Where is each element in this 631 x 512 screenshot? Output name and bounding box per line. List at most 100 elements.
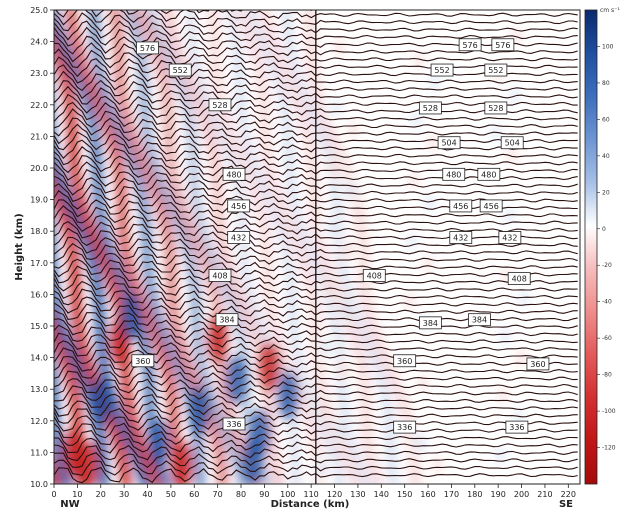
contour-label-box [442, 167, 466, 181]
contour-label-box [215, 313, 239, 327]
x-tick-label: 110 [304, 490, 319, 499]
contour-label: 576 [458, 38, 482, 52]
contour-label: 360 [393, 354, 417, 368]
weak-perturbation [321, 400, 330, 417]
wave-band [144, 10, 273, 484]
x-tick-label: 130 [350, 490, 365, 499]
colorbar-tick-label: -40 [602, 299, 612, 306]
contour-label-text: 480 [446, 170, 461, 179]
weak-perturbation [433, 457, 442, 474]
contour-label: 336 [505, 420, 529, 434]
wave-band [54, 462, 63, 484]
contour-label-text: 504 [505, 139, 520, 148]
y-axis: 10.0 11.0 12.0 13.0 14.0 15.0 16.0 17.0 18.0 19.0… [30, 6, 54, 489]
x-end-label-left: NW [60, 499, 79, 510]
contour-label: 456 [479, 199, 503, 213]
contour-label-box [136, 41, 159, 55]
contour-label: 552 [168, 63, 192, 77]
x-tick-label: 80 [236, 490, 246, 499]
weak-perturbation [424, 254, 433, 271]
contour-label: 456 [449, 199, 473, 213]
contour-label: 528 [418, 101, 442, 115]
contour-label-box [222, 167, 246, 181]
contour-label-text: 432 [453, 234, 468, 243]
x-tick-label: 190 [491, 490, 506, 499]
x-tick-label: 140 [374, 490, 389, 499]
contour-label: 432 [498, 231, 522, 244]
contour-label-box [449, 231, 473, 244]
colorbar-tick-label: 80 [602, 80, 610, 87]
contour-label-box [222, 417, 246, 431]
contour-label-text: 528 [212, 101, 227, 110]
colorbar-tick-label: 60 [602, 116, 610, 123]
colorbar-tick-label: 100 [602, 43, 614, 50]
wave-band [259, 10, 384, 484]
wave-band [206, 10, 325, 484]
weak-perturbation [501, 327, 510, 344]
y-tick-label: 13.0 [30, 385, 48, 394]
contour-label-text: 480 [481, 170, 496, 179]
wave-band [280, 10, 400, 484]
contour-label: 480 [477, 167, 501, 181]
contour-label-text: 360 [530, 360, 545, 369]
weak-perturbation [337, 422, 346, 439]
colorbar-tick-label: 40 [602, 153, 610, 160]
contour-label: 456 [227, 199, 251, 213]
wave-band [222, 10, 347, 484]
contour-label-box [393, 420, 417, 434]
contour-label-box [208, 98, 232, 112]
contour-labels: 576 576 576 552 552 552 528 528 528 504 504 480 480 4… [131, 38, 550, 434]
contour-label-box [393, 354, 417, 368]
y-tick-label: 18.0 [30, 227, 48, 236]
contour-label-box [131, 354, 155, 368]
weak-perturbation [332, 99, 341, 116]
x-tick-label: 70 [213, 490, 223, 499]
contour-label-box [507, 272, 531, 286]
contour-label-text: 552 [434, 66, 449, 75]
contour-label-text: 456 [484, 202, 499, 211]
contour-label: 408 [208, 269, 232, 282]
weak-perturbation [510, 87, 519, 104]
contour-label: 528 [484, 101, 508, 115]
weak-perturbation [498, 387, 507, 404]
x-tick-label: 90 [259, 490, 269, 499]
contour-label-box [437, 136, 461, 150]
contour-label-box [500, 136, 524, 150]
x-tick-label: 200 [514, 490, 529, 499]
wave-band [54, 114, 151, 484]
colorbar-tick-label: -60 [602, 335, 612, 342]
wave-band [123, 10, 249, 484]
contour-label-text: 576 [462, 41, 477, 50]
plot-area: 576 576 576 552 552 552 528 528 528 504 504 480 480 4… [53, 9, 581, 485]
contour-label: 504 [437, 136, 461, 150]
contour-label-box [458, 38, 482, 52]
wave-band [243, 10, 373, 484]
weak-perturbation [405, 292, 414, 309]
x-tick-label: 50 [166, 490, 176, 499]
y-tick-label: 21.0 [30, 132, 48, 141]
contour-label-box [526, 357, 550, 371]
contour-label: 384 [418, 316, 442, 330]
weak-perturbation [349, 122, 358, 139]
contour-label-box [468, 313, 491, 327]
weak-perturbation [496, 447, 505, 464]
contour-label-box [227, 199, 251, 213]
contour-label-text: 552 [173, 66, 188, 75]
contour-label-text: 432 [502, 234, 517, 243]
weak-perturbation [323, 340, 332, 357]
x-tick-label: 20 [96, 490, 106, 499]
y-tick-label: 22.0 [30, 101, 48, 110]
y-tick-label: 24.0 [30, 38, 48, 47]
x-tick-label: 40 [142, 490, 152, 499]
contour-label-text: 336 [397, 423, 412, 432]
contour-label-text: 384 [423, 319, 438, 328]
y-tick-label: 10.0 [30, 480, 48, 489]
wave-blob [277, 371, 298, 420]
contour-label: 552 [430, 63, 454, 77]
contour-label-text: 384 [219, 316, 234, 325]
x-tick-label: 210 [537, 490, 552, 499]
weak-perturbation [328, 220, 337, 237]
colorbar-unit: cm s⁻¹ [600, 7, 620, 14]
y-tick-label: 12.0 [30, 417, 48, 426]
